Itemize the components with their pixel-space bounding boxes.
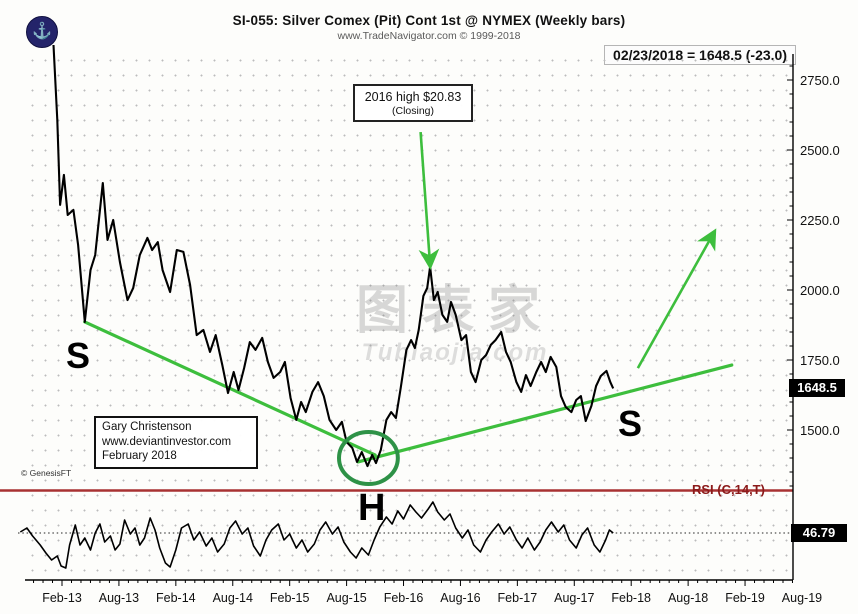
credit-date: February 2018 (102, 450, 177, 463)
rsi-line (19, 501, 614, 569)
rsi-indicator-label: RSI (C,14,T) (692, 482, 765, 497)
x-axis-label: Aug-15 (326, 591, 367, 605)
x-axis-label: Aug-18 (667, 591, 709, 605)
x-axis-label: Feb-16 (383, 591, 424, 605)
trendline-right-shoulder (356, 363, 734, 464)
breakout-arrow (636, 228, 717, 369)
x-axis-label: Feb-14 (156, 591, 196, 605)
head-circle (337, 429, 400, 487)
x-axis-label: Feb-18 (611, 591, 651, 605)
genesis-credit: © GenesisFT (21, 468, 72, 478)
watermark: 图表家 Tubiaojia.com (330, 268, 580, 367)
watermark-main: 图表家 (355, 282, 554, 340)
credit-site: www.deviantinvestor.com (102, 435, 232, 448)
arrow-to-2016-high (418, 131, 440, 270)
high-annotation-line2: (Closing) (391, 105, 434, 117)
last-price-badge: 1648.5 (789, 378, 845, 397)
x-axis-label: Aug-19 (781, 591, 823, 605)
y-axis-label: 1750.0 (800, 352, 840, 368)
chart-title: SI-055: Silver Comex (Pit) Cont 1st @ NY… (232, 13, 626, 28)
watermark-sub: Tubiaojia.com (361, 339, 549, 366)
x-axis-label: Aug-17 (554, 591, 595, 605)
credit-box: Gary Christenson www.deviantinvestor.com… (94, 416, 258, 470)
y-axis-label: 2500.0 (800, 142, 840, 158)
left-shoulder-letter: S (66, 335, 91, 376)
y-axis-label: 1500.0 (800, 422, 840, 438)
chart-source: www.TradeNavigator.com © 1999-2018 (337, 30, 521, 42)
x-axis-label: Feb-13 (42, 591, 82, 605)
x-axis-label: Aug-13 (98, 591, 140, 605)
anchor-crest-icon: ⚓ (32, 23, 52, 40)
y-axis-label: 2750.0 (800, 72, 840, 88)
x-axis-label: Aug-16 (440, 591, 481, 605)
head-letter: H (358, 487, 386, 529)
y-axis-label: 2250.0 (800, 212, 840, 228)
y-axis-label: 2000.0 (800, 282, 840, 298)
high-annotation-line1: 2016 high $20.83 (364, 90, 462, 104)
x-axis-label: Aug-14 (212, 591, 253, 605)
x-axis-label: Feb-17 (497, 591, 538, 605)
price-line (52, 44, 615, 468)
x-axis-label: Feb-19 (725, 591, 765, 605)
rsi-value-badge: 46.79 (791, 523, 847, 542)
x-axis-label: Feb-15 (269, 591, 310, 605)
right-shoulder-letter: S (618, 403, 643, 444)
trade-navigator-logo: ⚓ (26, 16, 58, 48)
high-annotation-box: 2016 high $20.83 (Closing) (353, 84, 473, 122)
credit-name: Gary Christenson (102, 421, 192, 433)
